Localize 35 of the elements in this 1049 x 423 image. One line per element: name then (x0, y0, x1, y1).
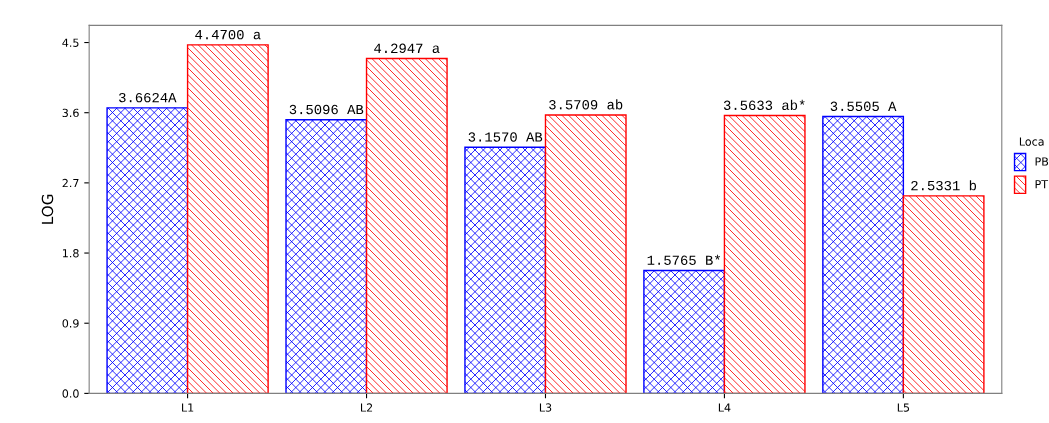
data-label: 4.2947 a (374, 43, 440, 54)
legend-label: PB (1035, 157, 1049, 166)
bar (723, 114, 806, 394)
x-tick-label: L1 (182, 403, 194, 412)
x-tick-label: L2 (360, 403, 373, 412)
y-tick-label: 0.0 (62, 389, 79, 398)
bar (365, 57, 448, 394)
data-label: 3.1570 AB (468, 132, 543, 142)
x-tick-label: L5 (897, 403, 910, 412)
y-tick-label: 3.6 (62, 108, 79, 118)
x-tick-label: L4 (718, 403, 731, 412)
x-tick-label: L3 (539, 403, 552, 412)
legend-label: PT (1035, 180, 1049, 189)
data-label: 4.4700 a (195, 29, 261, 40)
y-tick-label: 0.9 (62, 319, 79, 328)
y-tick-label: 4.5 (62, 38, 79, 47)
legend-title: Loca (1019, 137, 1044, 146)
bar (285, 119, 368, 394)
bar (186, 44, 269, 394)
data-label: 1.5765 B* (647, 254, 720, 265)
bar (902, 195, 985, 394)
data-label: 3.5709 ab (549, 99, 623, 110)
bar (106, 107, 189, 394)
bar (544, 114, 627, 394)
y-axis-title: LOG (41, 194, 54, 224)
bar (643, 269, 726, 394)
data-label: 3.6624A (119, 92, 177, 103)
bar (464, 146, 547, 394)
data-label: 3.5633 ab* (723, 99, 805, 111)
y-tick-label: 1.8 (62, 249, 79, 258)
data-label: 3.5505 A (830, 101, 897, 112)
y-tick-label: 2.7 (62, 178, 79, 188)
bar (822, 115, 905, 394)
data-label: 3.5096 AB (289, 104, 364, 115)
data-label: 2.5331 b (911, 180, 977, 191)
